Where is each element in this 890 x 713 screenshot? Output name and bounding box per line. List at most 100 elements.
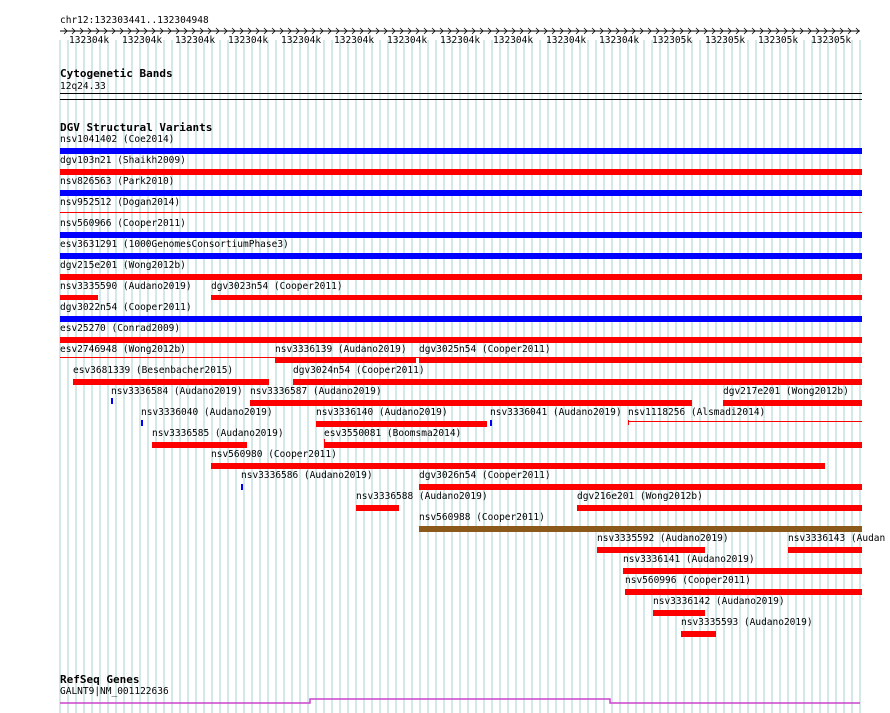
dgv-feature-bar[interactable] xyxy=(211,463,825,469)
ruler-strand-arrow xyxy=(487,27,492,35)
dgv-feature-bar[interactable] xyxy=(275,357,416,363)
dgv-feature-bar[interactable] xyxy=(241,484,243,490)
dgv-feature-label[interactable]: dgv103n21 (Shaikh2009) xyxy=(60,155,186,166)
dgv-feature-label[interactable]: dgv3025n54 (Cooper2011) xyxy=(419,344,551,355)
dgv-feature-bar[interactable] xyxy=(316,421,487,427)
ruler-strand-arrow xyxy=(503,27,508,35)
dgv-feature-bar[interactable] xyxy=(419,526,862,532)
dgv-feature-label[interactable]: dgv3024n54 (Cooper2011) xyxy=(293,365,425,376)
dgv-feature-bar[interactable] xyxy=(60,190,862,196)
dgv-feature-bar[interactable] xyxy=(788,547,862,553)
dgv-feature-label[interactable]: dgv217e201 (Wong2012b) xyxy=(723,386,849,397)
dgv-feature-bar[interactable] xyxy=(623,568,862,574)
cytoband-bar[interactable] xyxy=(60,93,862,94)
dgv-feature-bar[interactable] xyxy=(490,420,492,426)
dgv-feature-bar[interactable] xyxy=(141,420,143,426)
dgv-feature-bar[interactable] xyxy=(419,357,862,363)
ruler-strand-arrow xyxy=(567,27,572,35)
ruler-strand-arrow xyxy=(551,27,556,35)
dgv-feature-label[interactable]: nsv3336143 (Audan xyxy=(788,533,886,544)
dgv-feature-label[interactable]: nsv3336585 (Audano2019) xyxy=(152,428,284,439)
dgv-feature-bar[interactable] xyxy=(293,379,862,385)
ruler-strand-arrow xyxy=(303,27,308,35)
dgv-feature-label[interactable]: nsv560996 (Cooper2011) xyxy=(625,575,751,586)
ruler-strand-arrow xyxy=(175,27,180,35)
dgv-feature-label[interactable]: esv3631291 (1000GenomesConsortiumPhase3) xyxy=(60,239,289,250)
dgv-feature-label[interactable]: nsv3336040 (Audano2019) xyxy=(141,407,273,418)
refseq-track-title[interactable]: RefSeq Genes xyxy=(60,673,140,686)
dgv-track-title[interactable]: DGV Structural Variants xyxy=(60,121,213,134)
dgv-feature-label[interactable]: nsv3336584 (Audano2019) xyxy=(111,386,243,397)
dgv-feature-bar[interactable] xyxy=(628,421,862,422)
ruler-tick-label: 132304k xyxy=(228,35,269,46)
dgv-feature-bar[interactable] xyxy=(653,610,705,616)
dgv-feature-bar[interactable] xyxy=(681,631,716,637)
dgv-feature-label[interactable]: dgv216e201 (Wong2012b) xyxy=(577,491,703,502)
ruler-strand-arrow xyxy=(791,27,796,35)
dgv-feature-label[interactable]: nsv3336140 (Audano2019) xyxy=(316,407,448,418)
dgv-feature-bar[interactable] xyxy=(60,274,862,280)
dgv-feature-bar[interactable] xyxy=(356,505,399,511)
dgv-feature-label[interactable]: nsv3336586 (Audano2019) xyxy=(241,470,373,481)
ruler-strand-arrow xyxy=(111,27,116,35)
dgv-feature-bar[interactable] xyxy=(419,484,862,490)
dgv-feature-label[interactable]: dgv215e201 (Wong2012b) xyxy=(60,260,186,271)
dgv-feature-bar[interactable] xyxy=(324,442,862,448)
ruler-tick-label: 132304k xyxy=(175,35,216,46)
dgv-feature-label[interactable]: dgv3023n54 (Cooper2011) xyxy=(211,281,343,292)
dgv-feature-label[interactable]: nsv3336142 (Audano2019) xyxy=(653,596,785,607)
dgv-feature-label[interactable]: nsv3335592 (Audano2019) xyxy=(597,533,729,544)
dgv-feature-label[interactable]: nsv3336139 (Audano2019) xyxy=(275,344,407,355)
ruler-strand-arrow xyxy=(359,27,364,35)
dgv-feature-label[interactable]: nsv1041402 (Coe2014) xyxy=(60,134,175,145)
ruler-strand-arrow xyxy=(423,27,428,35)
ruler-strand-arrow xyxy=(399,27,404,35)
ruler-strand-arrow xyxy=(607,27,612,35)
dgv-feature-label[interactable]: esv3550081 (Boomsma2014) xyxy=(324,428,462,439)
dgv-feature-label[interactable]: dgv3026n54 (Cooper2011) xyxy=(419,470,551,481)
ruler-strand-arrow xyxy=(375,27,380,35)
dgv-feature-bar[interactable] xyxy=(60,337,862,343)
dgv-feature-bar[interactable] xyxy=(60,232,862,238)
cytoband-label[interactable]: 12q24.33 xyxy=(60,81,106,92)
dgv-feature-label[interactable]: nsv3336588 (Audano2019) xyxy=(356,491,488,502)
dgv-feature-label[interactable]: nsv1118256 (Alsmadi2014) xyxy=(628,407,766,418)
dgv-feature-label[interactable]: esv3681339 (Besenbacher2015) xyxy=(73,365,234,376)
dgv-feature-label[interactable]: nsv3336587 (Audano2019) xyxy=(250,386,382,397)
dgv-feature-label[interactable]: nsv560980 (Cooper2011) xyxy=(211,449,337,460)
dgv-feature-bar[interactable] xyxy=(60,169,862,175)
dgv-feature-bar[interactable] xyxy=(723,400,862,406)
dgv-feature-label[interactable]: nsv560966 (Cooper2011) xyxy=(60,218,186,229)
ruler-axis[interactable] xyxy=(0,25,890,37)
dgv-feature-label[interactable]: dgv3022n54 (Cooper2011) xyxy=(60,302,192,313)
dgv-feature-bar[interactable] xyxy=(625,589,862,595)
dgv-feature-bar[interactable] xyxy=(211,295,862,300)
dgv-feature-bar[interactable] xyxy=(60,148,862,154)
dgv-feature-label[interactable]: nsv3335590 (Audano2019) xyxy=(60,281,192,292)
dgv-feature-bar[interactable] xyxy=(60,295,98,300)
ruler-strand-arrow xyxy=(807,27,812,35)
dgv-feature-label[interactable]: nsv560988 (Cooper2011) xyxy=(419,512,545,523)
dgv-feature-label[interactable]: nsv952512 (Dogan2014) xyxy=(60,197,181,208)
dgv-feature-bar[interactable] xyxy=(250,400,692,406)
ruler-strand-arrow xyxy=(295,27,300,35)
ruler-tick-label: 132304k xyxy=(387,35,428,46)
dgv-feature-label[interactable]: esv25270 (Conrad2009) xyxy=(60,323,181,334)
dgv-feature-bar[interactable] xyxy=(111,398,113,404)
dgv-feature-label[interactable]: nsv3335593 (Audano2019) xyxy=(681,617,813,628)
ruler-strand-arrow xyxy=(127,27,132,35)
dgv-feature-bar[interactable] xyxy=(73,379,269,385)
dgv-feature-bar[interactable] xyxy=(577,505,862,511)
dgv-feature-bar[interactable] xyxy=(60,253,862,259)
dgv-feature-bar[interactable] xyxy=(60,212,862,213)
dgv-feature-bar[interactable] xyxy=(597,547,705,553)
dgv-feature-bar[interactable] xyxy=(60,316,862,322)
dgv-feature-label[interactable]: nsv3336041 (Audano2019) xyxy=(490,407,622,418)
refseq-gene-label[interactable]: GALNT9|NM_001122636 xyxy=(60,686,169,697)
dgv-feature-bar[interactable] xyxy=(152,442,247,448)
refseq-gene-model[interactable] xyxy=(0,694,890,706)
dgv-feature-label[interactable]: nsv826563 (Park2010) xyxy=(60,176,175,187)
dgv-feature-label[interactable]: esv2746948 (Wong2012b) xyxy=(60,344,186,355)
dgv-feature-label[interactable]: nsv3336141 (Audano2019) xyxy=(623,554,755,565)
cytoband-track-title[interactable]: Cytogenetic Bands xyxy=(60,67,173,80)
